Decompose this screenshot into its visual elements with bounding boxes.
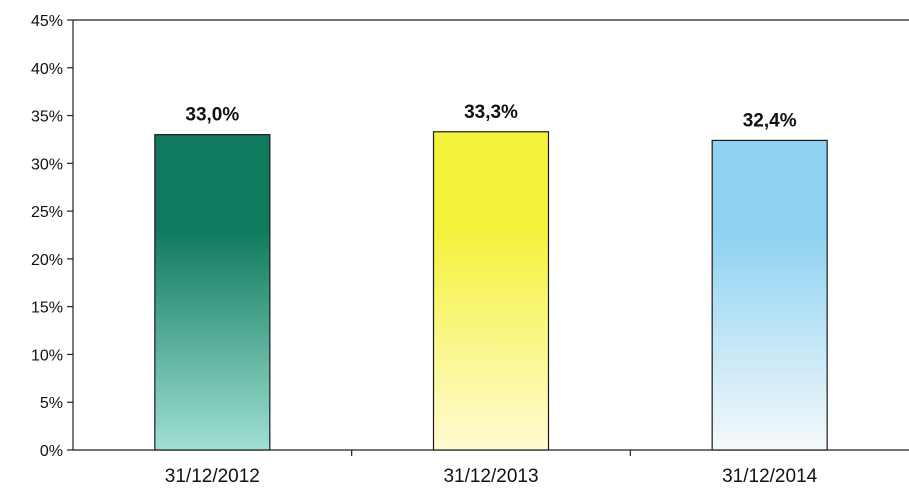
y-tick-label: 20%: [31, 252, 63, 269]
x-category-label: 31/12/2014: [722, 466, 818, 487]
data-labels: 33,0% 33,3% 32,4%: [185, 102, 796, 132]
data-label: 33,0%: [185, 105, 239, 126]
bar-31-12-2014: [711, 139, 828, 451]
data-label: 33,3%: [464, 102, 518, 123]
x-axis: 31/12/2012 31/12/2013 31/12/2014: [165, 450, 818, 487]
y-tick-label: 5%: [40, 395, 63, 412]
y-tick-label: 30%: [31, 156, 63, 173]
y-axis: 0% 5% 10% 15% 20% 25% 30% 35% 40% 45%: [31, 13, 73, 460]
y-tick-label: 45%: [31, 13, 63, 30]
y-tick-label: 15%: [31, 300, 63, 317]
y-tick-label: 40%: [31, 61, 63, 78]
y-tick-label: 35%: [31, 109, 63, 126]
bar-31-12-2013: [432, 131, 550, 451]
x-category-label: 31/12/2012: [165, 466, 260, 487]
y-tick-label: 25%: [31, 204, 63, 221]
bars: [154, 131, 828, 451]
x-category-label: 31/12/2013: [443, 466, 538, 487]
data-label: 32,4%: [743, 110, 797, 131]
y-tick-label: 10%: [31, 347, 63, 364]
y-tick-label: 0%: [40, 443, 63, 460]
bar-31-12-2012: [154, 134, 271, 451]
